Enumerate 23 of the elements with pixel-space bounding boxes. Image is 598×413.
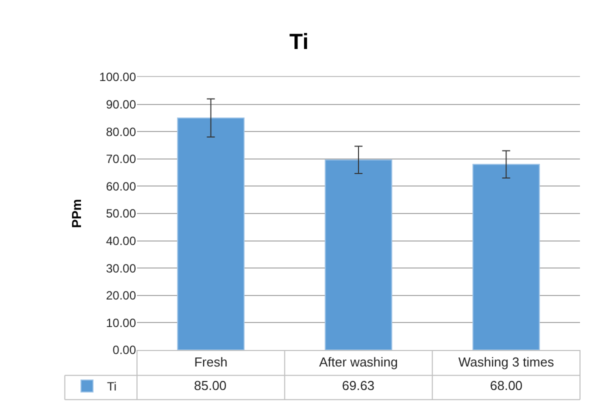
y-tick-label: 40.00 bbox=[106, 234, 136, 248]
y-tick-label: 80.00 bbox=[106, 124, 136, 139]
y-tick-label: 0.00 bbox=[112, 343, 136, 358]
x-tick-label: Fresh bbox=[194, 354, 228, 370]
bar bbox=[472, 164, 540, 350]
y-axis-title: PPm bbox=[69, 199, 84, 228]
text: 85.00 bbox=[194, 378, 227, 393]
text: 69.63 bbox=[342, 378, 375, 393]
y-tick-label: 70.00 bbox=[106, 152, 136, 166]
text: 68.00 bbox=[490, 378, 523, 393]
legend-label: Ti bbox=[107, 380, 117, 394]
y-tick-label: 30.00 bbox=[106, 261, 136, 276]
y-tick-label: 10.00 bbox=[106, 316, 136, 330]
bar bbox=[324, 159, 392, 350]
x-tick-label: After washing bbox=[319, 354, 398, 370]
y-tick-label: 90.00 bbox=[106, 98, 136, 112]
bar bbox=[177, 117, 245, 350]
y-tick-label: 50.00 bbox=[106, 206, 136, 221]
y-tick-label: 100.00 bbox=[99, 70, 136, 84]
y-tick-label: 60.00 bbox=[106, 179, 136, 194]
x-tick-label: Washing 3 times bbox=[458, 354, 554, 370]
chart-title: Ti bbox=[289, 29, 309, 54]
y-tick-label: 20.00 bbox=[106, 288, 136, 303]
